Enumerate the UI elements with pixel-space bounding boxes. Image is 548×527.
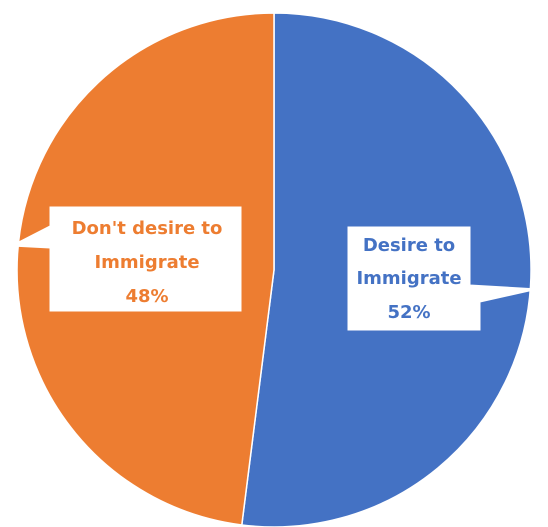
callout-label-line1-desire: Desire to: [363, 235, 455, 256]
callout-label-line1-dont-desire: Don't desire to: [72, 218, 223, 239]
callout-dont-desire-to-immigrate: Don't desire to Immigrate 48%: [9, 206, 242, 312]
callout-value-dont-desire: 48%: [125, 286, 168, 307]
callout-label-line2-dont-desire: Immigrate: [94, 252, 199, 273]
data-label-callouts: Desire to Immigrate 52% Don't desire to …: [9, 206, 539, 331]
callout-value-desire: 52%: [387, 302, 430, 323]
callout-box-dont-desire: [9, 206, 242, 312]
callout-box-desire: [347, 226, 539, 331]
callout-desire-to-immigrate: Desire to Immigrate 52%: [347, 226, 539, 331]
callout-label-line2-desire: Immigrate: [356, 268, 461, 289]
